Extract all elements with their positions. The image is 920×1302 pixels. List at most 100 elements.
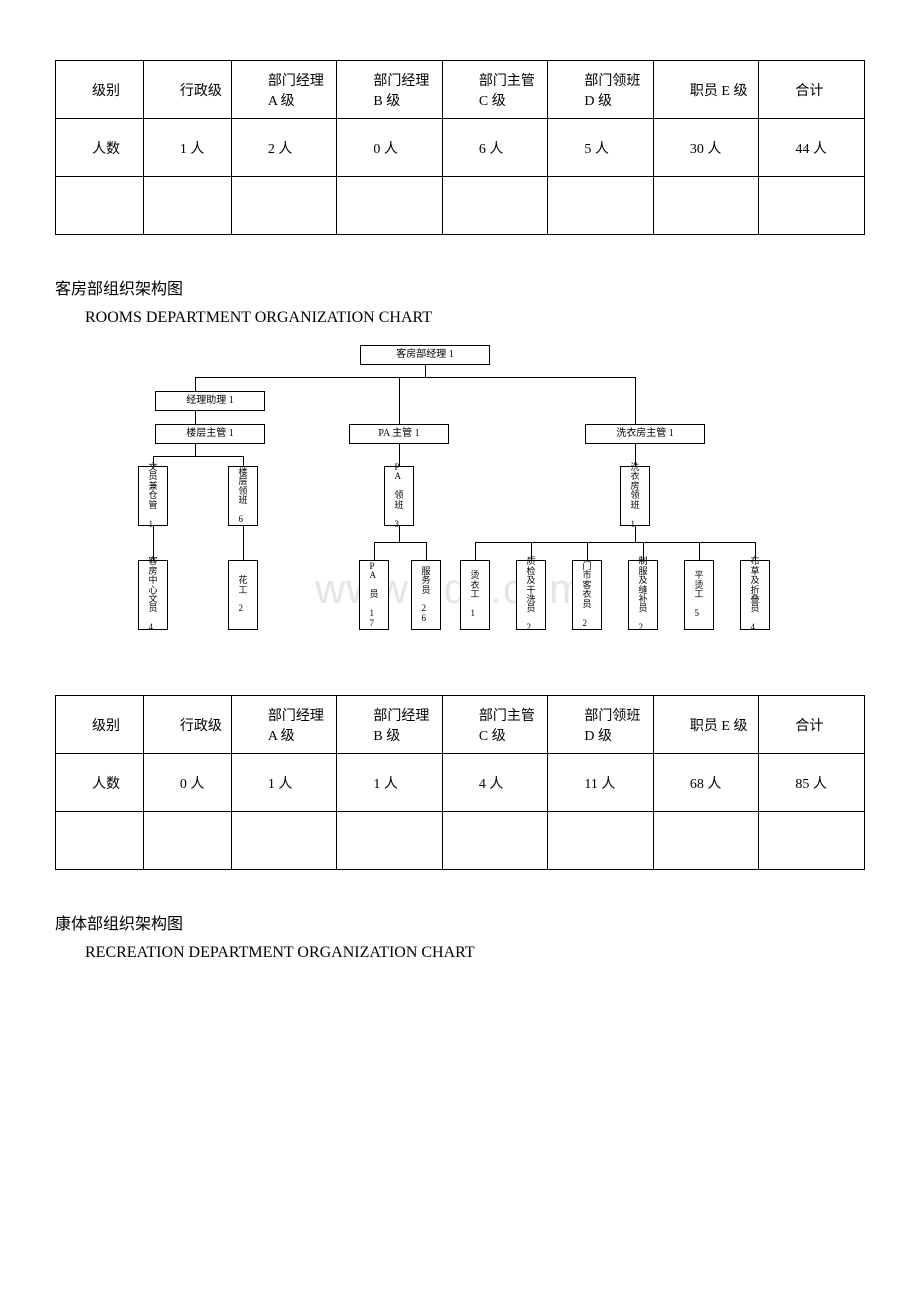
table: 级别 行政级 部门经理 A 级 部门经理 B 级 部门主管 C 级 部门领班 D… [55, 695, 865, 870]
cell: 1 人 [337, 754, 443, 812]
table-row: 级别 行政级 部门经理 A 级 部门经理 B 级 部门主管 C 级 部门领班 D… [56, 61, 865, 119]
table: 级别 行政级 部门经理 A 级 部门经理 B 级 部门主管 C 级 部门领班 D… [55, 60, 865, 235]
col-header: 行政级 [143, 696, 231, 754]
connector [374, 542, 375, 560]
cell [231, 812, 337, 870]
node-lead1: 文员兼仓管 1 [138, 466, 168, 526]
connector [243, 526, 244, 560]
cell: 6 人 [442, 119, 548, 177]
vnode-text: 文员兼仓管 1 [148, 463, 157, 529]
cell [56, 177, 144, 235]
vnode-text: 楼层领班 6 [238, 468, 247, 525]
org-chart: www.bdx.com 客房部经理 1 经理助理 1 楼层主管 1 PA 主管 … [105, 345, 795, 655]
cell [143, 812, 231, 870]
connector [153, 526, 154, 560]
connector [195, 444, 196, 456]
cell: 85 人 [759, 754, 865, 812]
col-header: 职员 E 级 [653, 61, 759, 119]
connector [195, 411, 196, 424]
recreation-section: 康体部组织架构图 RECREATION DEPARTMENT ORGANIZAT… [55, 910, 865, 962]
section-title-en: ROOMS DEPARTMENT ORGANIZATION CHART [85, 309, 865, 327]
cell: 2 人 [231, 119, 337, 177]
cell [337, 812, 443, 870]
col-header: 部门经理 A 级 [231, 696, 337, 754]
vnode-text: PA 员 17 [369, 562, 378, 628]
cell: 30 人 [653, 119, 759, 177]
table-row: 人数 0 人 1 人 1 人 4 人 11 人 68 人 85 人 [56, 754, 865, 812]
cell [442, 177, 548, 235]
cell: 11 人 [548, 754, 654, 812]
cell: 5 人 [548, 119, 654, 177]
vnode-text: 客房中心文员 4 [148, 557, 157, 633]
node-lead2: 楼层领班 6 [228, 466, 258, 526]
cell [56, 812, 144, 870]
node-leaf7: 门市客衣员 2 [572, 560, 602, 630]
stats-table-2: 级别 行政级 部门经理 A 级 部门经理 B 级 部门主管 C 级 部门领班 D… [55, 695, 865, 870]
node-leaf8: 制服及缝补员 2 [628, 560, 658, 630]
cell: 1 人 [231, 754, 337, 812]
node-sup1: 楼层主管 1 [155, 424, 265, 444]
col-header: 部门领班 D 级 [548, 696, 654, 754]
connector [475, 542, 755, 543]
vnode-text: 平烫工 5 [694, 571, 703, 618]
section-title-cn: 客房部组织架构图 [55, 275, 865, 299]
col-header: 合计 [759, 696, 865, 754]
col-header: 部门领班 D 级 [548, 61, 654, 119]
vnode-text: 烫衣工 1 [470, 571, 479, 618]
cell [653, 177, 759, 235]
section-title-cn: 康体部组织架构图 [55, 910, 865, 934]
vnode-text: PA 领班 3 [394, 463, 403, 529]
connector [587, 542, 588, 560]
col-header: 部门经理 B 级 [337, 696, 443, 754]
node-lead4: 洗衣房领班 1 [620, 466, 650, 526]
node-root: 客房部经理 1 [360, 345, 490, 365]
col-header: 级别 [56, 61, 144, 119]
vnode-text: 门市客衣员 2 [582, 562, 591, 628]
node-leaf2: 花工 2 [228, 560, 258, 630]
node-sup2: PA 主管 1 [349, 424, 449, 444]
node-leaf9: 平烫工 5 [684, 560, 714, 630]
cell [653, 812, 759, 870]
table-row: 级别 行政级 部门经理 A 级 部门经理 B 级 部门主管 C 级 部门领班 D… [56, 696, 865, 754]
vnode-text: 布草及折叠员 4 [750, 557, 759, 633]
table-row: 人数 1 人 2 人 0 人 6 人 5 人 30 人 44 人 [56, 119, 865, 177]
node-leaf1: 客房中心文员 4 [138, 560, 168, 630]
node-leaf5: 烫衣工 1 [460, 560, 490, 630]
cell: 0 人 [337, 119, 443, 177]
stats-table-1: 级别 行政级 部门经理 A 级 部门经理 B 级 部门主管 C 级 部门领班 D… [55, 60, 865, 235]
node-leaf3: PA 员 17 [359, 560, 389, 630]
row-label: 人数 [56, 754, 144, 812]
connector [699, 542, 700, 560]
node-lead3: PA 领班 3 [384, 466, 414, 526]
connector [475, 542, 476, 560]
cell [548, 177, 654, 235]
cell [442, 812, 548, 870]
col-header: 职员 E 级 [653, 696, 759, 754]
cell [759, 177, 865, 235]
node-assistant: 经理助理 1 [155, 391, 265, 411]
cell [759, 812, 865, 870]
connector [426, 542, 427, 560]
col-header: 部门主管 C 级 [442, 61, 548, 119]
col-header: 级别 [56, 696, 144, 754]
cell: 0 人 [143, 754, 231, 812]
connector [153, 456, 243, 457]
cell: 68 人 [653, 754, 759, 812]
cell [143, 177, 231, 235]
node-sup3: 洗衣房主管 1 [585, 424, 705, 444]
cell: 4 人 [442, 754, 548, 812]
col-header: 部门经理 A 级 [231, 61, 337, 119]
col-header: 部门经理 B 级 [337, 61, 443, 119]
connector [195, 377, 635, 378]
connector [374, 542, 426, 543]
connector [399, 377, 400, 424]
cell [337, 177, 443, 235]
connector [635, 526, 636, 542]
cell [231, 177, 337, 235]
rooms-org-section: 客房部组织架构图 ROOMS DEPARTMENT ORGANIZATION C… [55, 275, 865, 655]
node-leaf10: 布草及折叠员 4 [740, 560, 770, 630]
cell: 1 人 [143, 119, 231, 177]
section-title-en: RECREATION DEPARTMENT ORGANIZATION CHART [85, 944, 865, 962]
cell [548, 812, 654, 870]
table-row [56, 177, 865, 235]
